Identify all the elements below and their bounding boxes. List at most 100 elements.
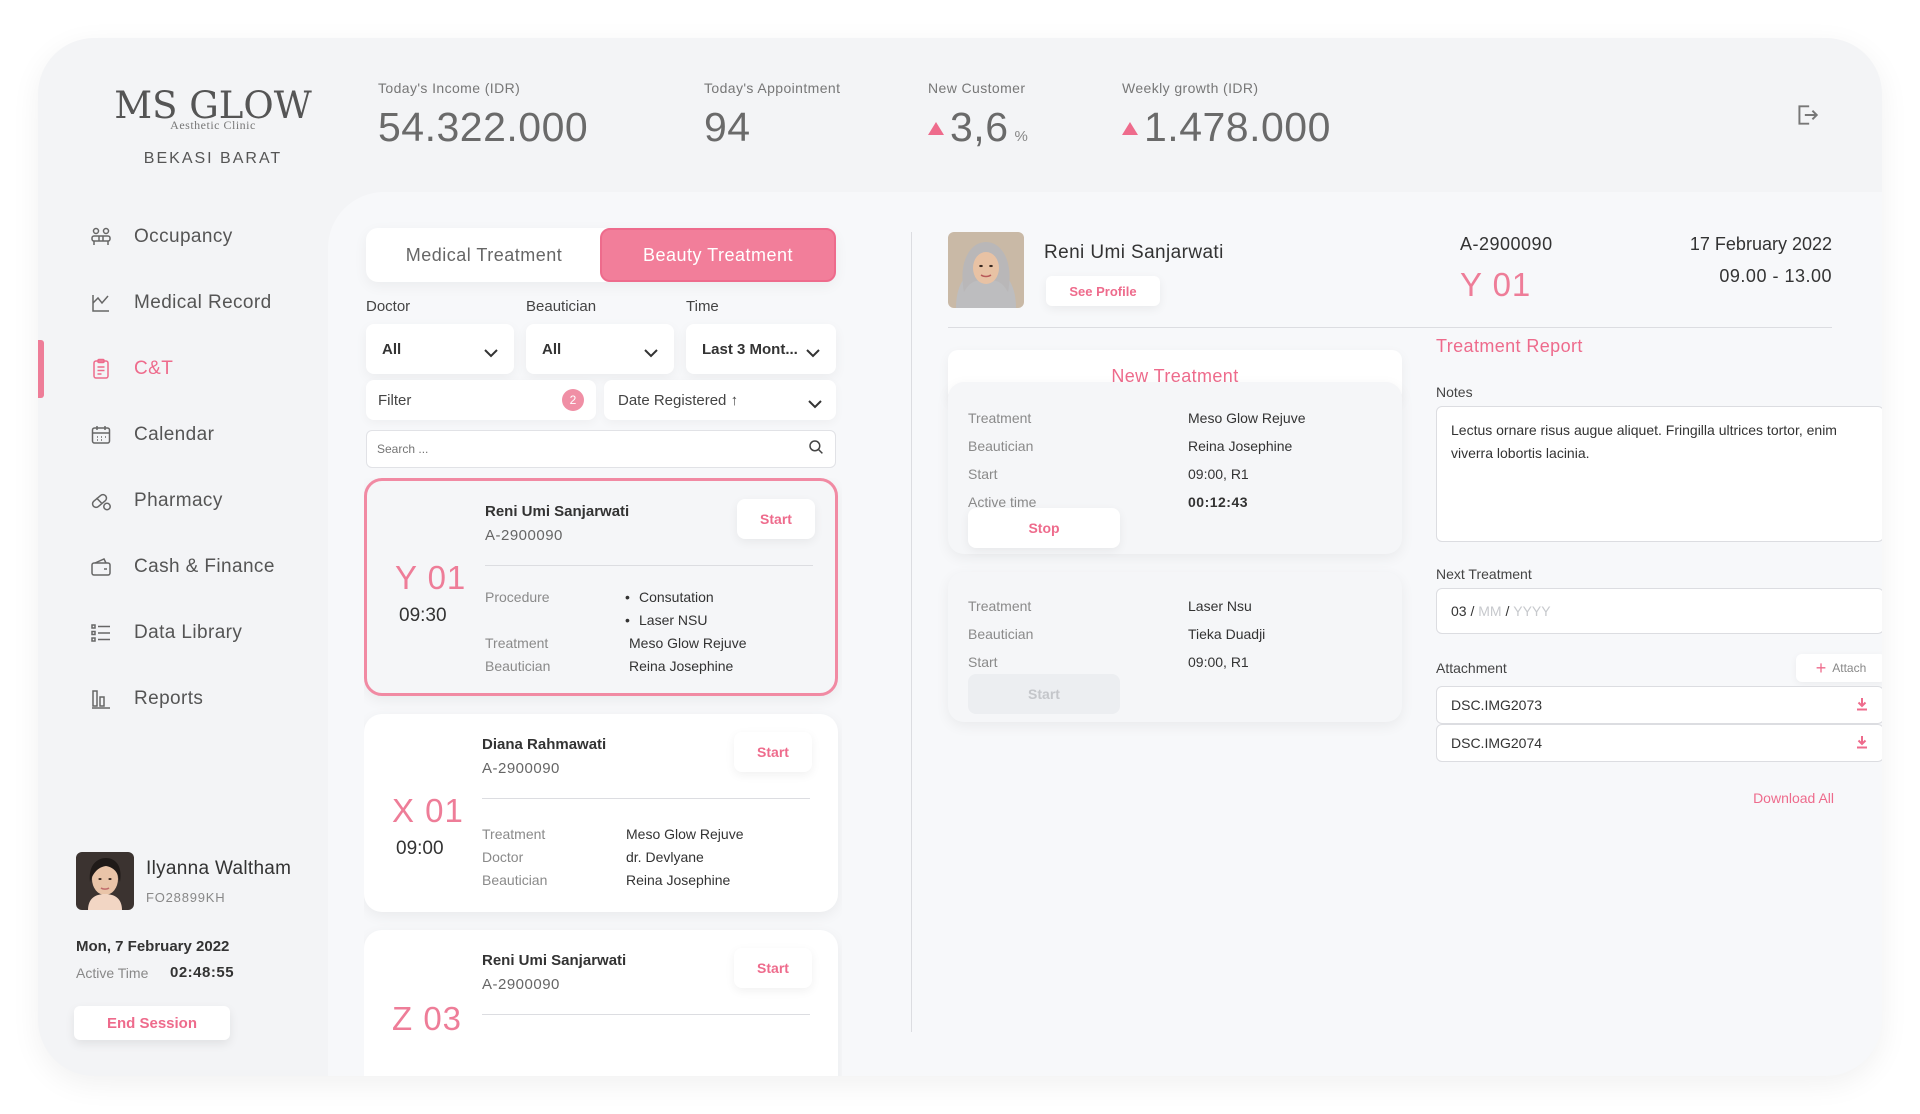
date-separator: / [1501,603,1514,619]
procedure-label: Procedure [485,589,550,605]
time-select-value: Last 3 Mont... [702,340,798,358]
sidebar-item-cash-finance[interactable]: Cash & Finance [38,534,328,600]
clinic-logo: MS GLOW Aesthetic Clinic [98,86,328,133]
sidebar-item-label: C&T [134,358,174,379]
notes-label: Notes [1436,384,1473,400]
beautician-value: Reina Josephine [626,872,731,888]
attachment-file[interactable]: DSC.IMG2073 [1436,686,1882,724]
search-input[interactable] [377,442,807,456]
date-separator: / [1466,603,1479,619]
download-icon[interactable] [1855,697,1869,714]
logo-main-text: MS GLOW [114,84,312,127]
patient-id: A-2900090 [485,527,563,544]
sidebar-item-label: Medical Record [134,292,272,313]
queue-time: 09:30 [399,605,447,626]
avatar [76,852,134,910]
stat-weekly-value: 1.478.000 [1144,104,1331,150]
doctor-value: dr. Devlyane [626,849,704,865]
date-day: 03 [1451,603,1467,619]
attachment-file[interactable]: DSC.IMG2074 [1436,724,1882,762]
start-label: Start [968,654,998,670]
queue-time: 09:00 [396,838,444,859]
vertical-divider [911,232,912,1032]
queue-card-selected[interactable]: Y 01 09:30 Reni Umi Sanjarwati A-2900090… [364,478,838,696]
stat-appointment: Today's Appointment 94 [704,80,840,151]
tab-medical-treatment[interactable]: Medical Treatment [405,244,563,265]
sidebar-item-label: Reports [134,688,204,709]
end-session-button[interactable]: End Session [74,1006,230,1040]
sidebar-item-label: Data Library [134,622,243,643]
sidebar-item-medical-record[interactable]: Medical Record [38,270,328,336]
download-icon[interactable] [1855,735,1869,752]
active-time-label: Active Time [76,965,149,981]
beautician-label: Beautician [485,658,551,674]
download-all-link[interactable]: Download All [1753,790,1834,806]
beautician-label: Beautician [482,872,548,888]
divider [485,565,813,566]
arrow-up-icon: ↑ [730,391,739,409]
user-name: Ilyanna Waltham [146,858,292,879]
beautician-value: Reina Josephine [1188,438,1293,454]
tab-beauty-treatment[interactable]: Beauty Treatment [600,228,836,282]
start-value: 09:00, R1 [1188,466,1249,482]
attachment-file-name: DSC.IMG2074 [1451,735,1543,751]
see-profile-button[interactable]: See Profile [1046,276,1160,306]
beautician-select[interactable]: All [526,324,674,374]
sidebar-item-ct[interactable]: C&T [38,336,328,402]
notes-textarea[interactable]: Lectus ornare risus augue aliquet. Fring… [1436,406,1882,542]
queue-card[interactable]: X 01 09:00 Diana Rahmawati A-2900090 Sta… [364,714,838,912]
treatment-label: Treatment [485,635,549,651]
sidebar-item-pharmacy[interactable]: Pharmacy [38,468,328,534]
patient-id: A-2900090 [482,976,560,993]
sort-label-text: Date Registered [618,391,727,409]
stat-weekly-growth: Weekly growth (IDR) 1.478.000 [1122,80,1331,151]
procedure-item: Consutation [625,589,714,605]
patient-name: Reni Umi Sanjarwati [482,952,627,969]
date-year-placeholder: YYYY [1513,603,1551,619]
start-button[interactable]: Start [734,948,812,988]
sidebar-item-label: Pharmacy [134,490,223,511]
search-icon[interactable] [807,438,825,461]
sidebar-item-calendar[interactable]: Calendar [38,402,328,468]
start-treatment-button[interactable]: Start [968,674,1120,714]
beautician-label: Beautician [968,626,1034,642]
sidebar-item-label: Occupancy [134,226,233,247]
next-treatment-date-input[interactable]: 03 / MM / YYYY [1436,588,1882,634]
main-panel: Medical Treatment Beauty Treatment Docto… [328,192,1882,1076]
attachment-file-name: DSC.IMG2073 [1451,697,1543,713]
queue-code: Y 01 [395,559,467,596]
sidebar-item-reports[interactable]: Reports [38,666,328,732]
clipboard-icon [88,356,114,382]
search-box [366,430,836,468]
stat-label: New Customer [928,80,1026,96]
attach-button[interactable]: + Attach [1796,654,1882,682]
chevron-down-icon [644,345,658,357]
treatment-value: Meso Glow Rejuve [629,635,747,651]
appointment-date: 17 February 2022 [1689,234,1832,254]
beautician-filter-label: Beautician [526,298,597,315]
queue-card[interactable]: Z 03 Reni Umi Sanjarwati A-2900090 Start [364,930,838,1076]
sort-label: Date Registered ↑ [618,392,738,409]
sidebar-item-data-library[interactable]: Data Library [38,600,328,666]
start-button[interactable]: Start [737,499,815,539]
attach-button-label: Attach [1832,661,1867,675]
sidebar-item-occupancy[interactable]: Occupancy [38,204,328,270]
chevron-down-icon [808,396,822,408]
divider [482,1014,810,1015]
logout-icon[interactable] [1794,102,1820,128]
stat-unit: % [1014,128,1029,145]
pill-icon [88,488,114,514]
treatment-label: Treatment [482,826,546,842]
doctor-filter-label: Doctor [366,298,411,315]
time-select[interactable]: Last 3 Mont... [686,324,836,374]
start-button[interactable]: Start [734,732,812,772]
sort-select[interactable]: Date Registered ↑ [604,380,836,420]
logo-sub-text: Aesthetic Clinic [170,118,256,132]
branch-name: BEKASI BARAT [143,150,283,167]
stop-button[interactable]: Stop [968,508,1120,548]
stat-value: 94 [704,104,840,151]
filter-button[interactable]: Filter 2 [366,380,596,420]
doctor-select[interactable]: All [366,324,514,374]
session-date: Mon, 7 February 2022 [76,938,230,955]
plus-icon: + [1815,658,1827,678]
